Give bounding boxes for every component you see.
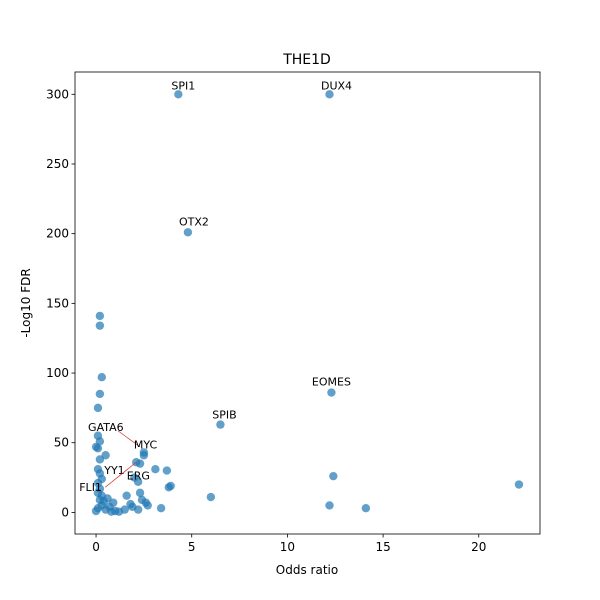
y-tick-label: 250 [46, 157, 69, 171]
data-point [329, 471, 338, 481]
data-point [122, 491, 131, 500]
plot-frame [74, 71, 541, 535]
data-point [135, 488, 145, 498]
y-tick-label: 0 [61, 505, 69, 519]
data-point [325, 501, 334, 510]
data-point [135, 459, 145, 468]
annotation-label: ERG [127, 470, 150, 483]
annotation-connector [117, 430, 141, 448]
x-tick-label: 10 [280, 540, 295, 554]
data-point [95, 311, 105, 321]
data-point [514, 480, 524, 489]
data-point [156, 504, 166, 513]
x-axis-label: Odds ratio [276, 563, 338, 577]
chart-title: THE1D [282, 52, 331, 68]
data-point [107, 507, 116, 516]
data-point [95, 321, 105, 330]
data-point [327, 388, 336, 397]
data-point [139, 451, 149, 460]
data-point [95, 389, 105, 399]
y-axis-label: -Log10 FDR [19, 268, 33, 337]
annotation-label: DUX4 [321, 79, 352, 92]
data-point [97, 373, 106, 382]
y-tick-label: 100 [46, 366, 69, 380]
data-point [151, 464, 160, 474]
x-tick-label: 5 [188, 540, 196, 554]
annotation-label: OTX2 [179, 215, 209, 228]
annotation-label: YY1 [103, 464, 124, 477]
data-point [128, 502, 137, 512]
data-point [325, 90, 334, 99]
data-point [183, 228, 193, 237]
annotation-label: EOMES [312, 376, 351, 389]
y-tick-label: 300 [46, 87, 69, 101]
x-tick-label: 15 [375, 540, 390, 554]
data-point [174, 90, 183, 99]
y-tick-label: 150 [46, 296, 69, 310]
data-point [206, 492, 216, 502]
data-point [133, 477, 143, 486]
y-tick-label: 50 [54, 436, 69, 450]
data-point [93, 403, 103, 413]
data-point [164, 483, 173, 492]
y-tick-label: 200 [46, 227, 69, 241]
data-point [162, 466, 172, 475]
annotation-label: SPI1 [171, 79, 195, 92]
annotation-label: MYC [134, 438, 158, 451]
data-point [91, 506, 101, 516]
data-point [95, 455, 105, 464]
data-point [93, 444, 103, 453]
x-tick-label: 0 [92, 540, 100, 554]
annotation-label: SPIB [212, 409, 236, 422]
x-tick-label: 20 [471, 540, 486, 554]
annotation-label: GATA6 [88, 421, 124, 434]
data-point [114, 507, 124, 516]
data-point [361, 504, 371, 513]
data-point [216, 420, 225, 429]
annotation-connector [105, 461, 137, 488]
data-point [97, 501, 106, 510]
annotation-label: FLI1 [79, 481, 102, 494]
data-point [143, 501, 152, 510]
